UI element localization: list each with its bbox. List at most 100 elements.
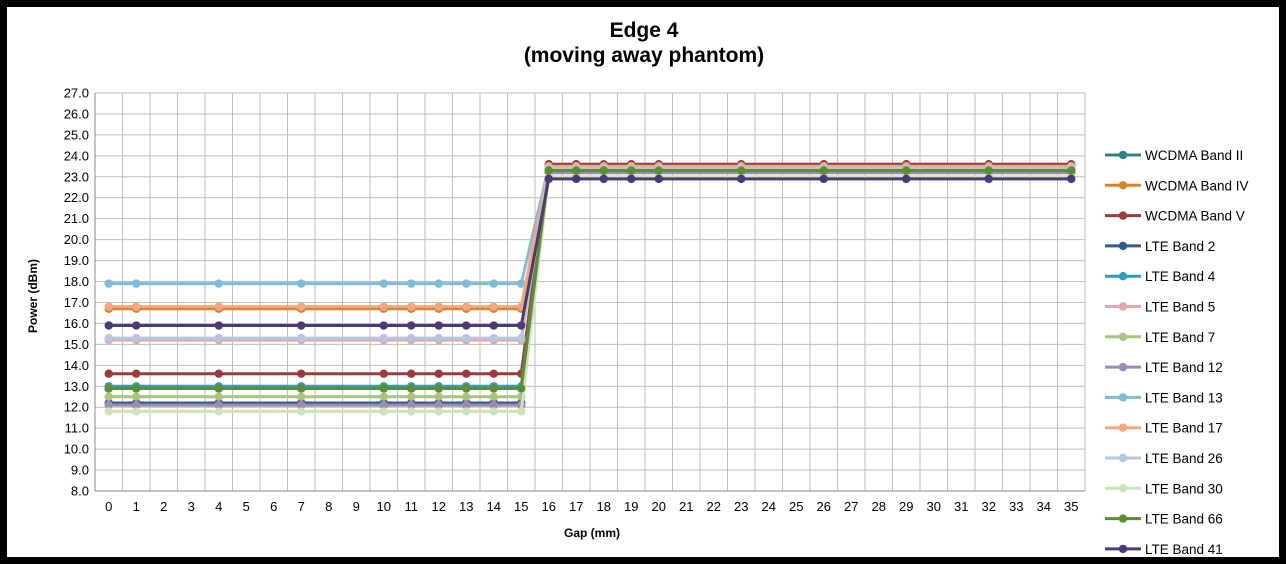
legend: WCDMA Band II WCDMA Band IV WCDMA Band V LT… xyxy=(1105,148,1249,557)
x-tick-label: 32 xyxy=(982,499,996,514)
data-point xyxy=(434,369,443,378)
x-tick-label: 26 xyxy=(817,499,831,514)
data-point xyxy=(544,166,553,175)
x-tick-label: 0 xyxy=(105,499,112,514)
legend-swatch-marker xyxy=(1118,302,1128,311)
legend-swatch-marker xyxy=(1118,453,1128,463)
data-point xyxy=(572,174,581,184)
y-tick-label: 27.0 xyxy=(64,86,89,101)
data-point xyxy=(132,384,141,393)
x-tick-label: 21 xyxy=(679,499,693,514)
data-point xyxy=(984,166,993,175)
y-tick-label: 8.0 xyxy=(71,484,89,499)
legend-item: LTE Band 66 xyxy=(1105,512,1223,527)
legend-swatch-marker xyxy=(1118,150,1128,160)
data-point xyxy=(379,302,388,311)
x-axis-label: Gap (mm) xyxy=(564,526,620,540)
data-point xyxy=(132,369,141,378)
data-point xyxy=(407,279,416,288)
legend-swatch-marker xyxy=(1118,211,1128,220)
legend-label: LTE Band 4 xyxy=(1145,269,1216,284)
legend-label: LTE Band 17 xyxy=(1145,421,1223,436)
data-point xyxy=(297,279,306,288)
data-point xyxy=(297,400,306,410)
legend-item: LTE Band 17 xyxy=(1105,421,1223,436)
data-point xyxy=(132,302,141,311)
data-point xyxy=(434,279,443,288)
y-tick-label: 23.0 xyxy=(64,169,89,184)
chart-title: Edge 4 xyxy=(610,19,679,42)
series-layer xyxy=(104,160,1076,416)
data-point xyxy=(104,302,113,311)
data-point xyxy=(104,369,113,378)
chart-panel: Edge 4 (moving away phantom) 8.0 9.0 10.0 1… xyxy=(7,7,1279,557)
data-point xyxy=(434,333,443,343)
x-tick-label: 9 xyxy=(353,499,360,514)
y-tick-label: 17.0 xyxy=(64,295,89,310)
data-point xyxy=(434,400,443,410)
data-point xyxy=(104,407,113,416)
legend-swatch-marker xyxy=(1118,181,1128,190)
data-point xyxy=(627,166,636,175)
data-point xyxy=(407,302,416,311)
data-point xyxy=(214,369,223,378)
x-tick-label: 8 xyxy=(325,499,332,514)
data-point xyxy=(379,400,388,410)
data-point xyxy=(379,407,388,416)
data-point xyxy=(132,400,141,410)
y-tick-label: 26.0 xyxy=(64,106,89,121)
legend-item: LTE Band 13 xyxy=(1105,390,1223,405)
data-point xyxy=(544,174,553,184)
legend-label: LTE Band 5 xyxy=(1145,300,1215,315)
legend-label: WCDMA Band V xyxy=(1145,209,1245,224)
data-point xyxy=(654,174,663,184)
data-point xyxy=(104,392,113,401)
data-point xyxy=(407,400,416,410)
data-point xyxy=(517,333,526,343)
data-point xyxy=(572,166,581,175)
y-tick-label: 11.0 xyxy=(65,421,89,436)
legend-label: LTE Band 12 xyxy=(1145,360,1223,375)
legend-swatch-marker xyxy=(1118,272,1128,281)
x-tick-label: 17 xyxy=(569,499,583,514)
legend-item: LTE Band 30 xyxy=(1105,481,1223,496)
data-point xyxy=(517,407,526,416)
data-point xyxy=(737,174,746,184)
data-point xyxy=(132,279,141,288)
data-point xyxy=(599,174,608,184)
x-tick-label: 29 xyxy=(899,499,913,514)
x-tick-label: 14 xyxy=(487,499,501,514)
legend-item: WCDMA Band IV xyxy=(1105,178,1249,193)
series-lte-band-66 xyxy=(104,166,1076,393)
data-point xyxy=(379,392,388,401)
data-point xyxy=(104,384,113,393)
x-tick-label: 11 xyxy=(405,499,419,514)
data-point xyxy=(434,302,443,311)
y-tick-label: 10.0 xyxy=(64,442,89,457)
x-tick-label: 27 xyxy=(844,499,858,514)
data-point xyxy=(819,166,828,175)
x-tick-label: 20 xyxy=(652,499,666,514)
legend-swatch-marker xyxy=(1118,393,1128,402)
data-point xyxy=(104,321,113,330)
data-point xyxy=(407,407,416,416)
legend-label: WCDMA Band IV xyxy=(1145,178,1249,193)
y-tick-label: 15.0 xyxy=(64,337,89,352)
data-point xyxy=(214,321,223,330)
legend-swatch-marker xyxy=(1118,423,1128,432)
data-point xyxy=(214,333,223,343)
grid-layer xyxy=(94,92,1086,492)
data-point xyxy=(297,333,306,343)
data-point xyxy=(489,369,498,378)
data-point xyxy=(517,279,526,288)
data-point xyxy=(902,166,911,175)
data-point xyxy=(379,384,388,393)
x-tick-label: 4 xyxy=(215,499,222,514)
data-point xyxy=(132,333,141,343)
x-tick-label: 33 xyxy=(1009,499,1023,514)
data-point xyxy=(489,384,498,393)
x-tick-label: 7 xyxy=(298,499,305,514)
legend-item: WCDMA Band II xyxy=(1105,148,1243,163)
y-tick-label: 22.0 xyxy=(64,190,89,205)
